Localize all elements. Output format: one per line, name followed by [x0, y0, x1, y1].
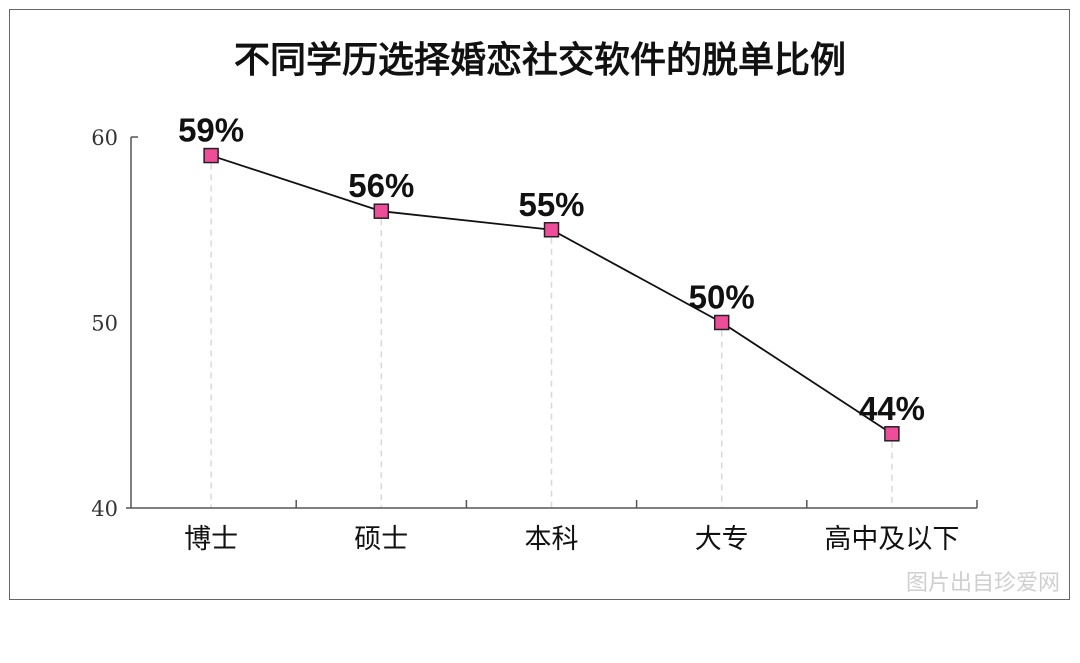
data-point-marker [884, 426, 900, 442]
y-tick-label: 60 [91, 126, 118, 150]
x-tick-label: 大专 [695, 524, 749, 555]
y-tick-label: 40 [91, 497, 118, 521]
y-tick-label: 50 [91, 312, 118, 336]
x-tick-label: 硕士 [354, 524, 408, 555]
data-label: 55% [518, 186, 584, 223]
data-label: 59% [178, 112, 244, 149]
watermark: 图片出自珍爱网 [906, 571, 1060, 596]
data-point-marker [713, 314, 730, 331]
x-tick-label: 高中及以下 [824, 524, 959, 555]
chart-title: 不同学历选择婚恋社交软件的脱单比例 [234, 39, 846, 81]
x-tick-label: 博士 [184, 524, 238, 555]
data-label: 50% [689, 279, 755, 316]
x-tick-label: 本科 [525, 524, 579, 555]
data-point-marker [203, 147, 219, 164]
chart-frame [9, 9, 1070, 600]
data-point-marker [373, 203, 390, 219]
data-point-marker [543, 222, 560, 238]
data-label: 44% [859, 390, 925, 427]
data-label: 56% [348, 167, 414, 204]
